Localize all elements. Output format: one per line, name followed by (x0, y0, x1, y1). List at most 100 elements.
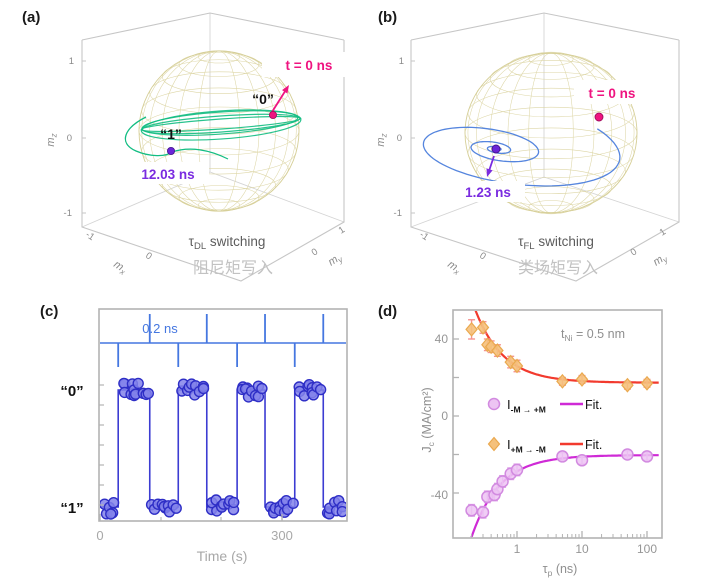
data-point (170, 502, 182, 514)
panel-a-ztick-1: 1 (69, 56, 74, 67)
data-point-circle (465, 504, 478, 517)
panel-b-my-axis-label: my (651, 251, 670, 270)
sphere-parallel (528, 51, 574, 66)
panel-b-label: (b) (378, 9, 397, 26)
panel-a-3d-scene (81, 12, 345, 282)
sphere-parallel (149, 71, 289, 114)
start-point-dot (268, 111, 277, 120)
panel-d-annotation: tNi = 0.5 nm (561, 327, 625, 343)
panel-b-switchtime-bg (451, 181, 525, 202)
trajectory-loop (140, 109, 302, 141)
data-point-circle (575, 454, 589, 467)
panel-d-xtick-100: 100 (637, 542, 657, 556)
data-point-circle (556, 450, 569, 463)
legend-fit2-label: Fit. (585, 438, 602, 452)
data-point-diamond (621, 377, 634, 393)
panel-a-switchtime-bg (128, 162, 209, 184)
data-point (256, 382, 268, 395)
panel-c-plot-area (100, 314, 346, 520)
panel-c-plot-frame (98, 308, 348, 522)
panel-a-ytick-0: 0 (310, 246, 320, 258)
panel-d-ticks (453, 338, 648, 538)
panel-b-ytick-0: 0 (629, 246, 639, 258)
panel-d-ytick-m40: -40 (431, 488, 449, 502)
panel-a-my-axis-label: my (326, 251, 345, 270)
panel-d-ytick-40: 40 (435, 332, 449, 346)
data-point-diamond (640, 375, 654, 391)
legend-circle-marker (487, 397, 501, 411)
panel-a-mx-axis-label: mx (111, 258, 130, 277)
legend-series2-label: I+M → -M (507, 437, 546, 455)
trajectory-tail (124, 116, 173, 157)
data-point-diamond (510, 358, 524, 374)
data-point-diamond (476, 320, 490, 335)
data-point-diamond (575, 371, 589, 387)
end-point-dot (166, 146, 175, 155)
t0-arrow (271, 88, 288, 113)
panel-c-ticks (99, 384, 283, 521)
panel-a-ztick-m1: -1 (64, 208, 72, 219)
panel-d-yaxis-label: Jc (MA/cm²) (420, 387, 436, 452)
sphere-rim (138, 50, 300, 212)
panel-c-xtick-0: 0 (96, 528, 103, 543)
data-point (142, 387, 155, 400)
spiral-trajectory (422, 126, 621, 187)
panel-b-t0-label-bg (574, 80, 652, 104)
data-point-diamond (484, 339, 498, 355)
panel-b-ztick-1: 1 (399, 56, 404, 67)
data-point-circle (510, 463, 524, 477)
panel-d-ytick-0: 0 (441, 409, 448, 423)
panel-a-state1-label: “1” (160, 126, 182, 142)
panel-a-ztick-0: 0 (67, 133, 72, 144)
data-point-diamond (491, 343, 504, 358)
panel-b-mx-axis-label: mx (445, 258, 464, 277)
panel-b-t0-label: t = 0 ns (589, 86, 636, 101)
panel-d-xaxis-label: τp (ns) (543, 562, 578, 578)
sphere-parallel (476, 148, 626, 195)
panel-a-state0-label: “0” (252, 91, 274, 107)
panel-c-xaxis-label: Time (s) (197, 548, 248, 564)
data-point-diamond (504, 354, 517, 370)
panel-b-ztick-m1: -1 (394, 208, 402, 219)
legend-series1-label: I-M → +M (507, 397, 546, 415)
panel-b-ytick-1: 1 (658, 226, 668, 238)
axes-box-edges (410, 12, 680, 282)
panel-d-xtick-10: 10 (575, 542, 589, 556)
data-point-diamond (556, 373, 569, 389)
sphere-meridian (528, 52, 574, 214)
panel-b-caption-cn: 类场矩写入 (518, 259, 598, 277)
sphere-rim (464, 52, 638, 214)
sphere-parallel (162, 168, 276, 203)
panel-a-caption-cn: 阻尼矩写入 (193, 259, 273, 277)
panel-c-state1-label: “1” (60, 500, 83, 517)
data-point-circle (476, 506, 490, 519)
data-point (107, 497, 120, 509)
t0-arrow-head (282, 85, 289, 94)
panel-b-xtick-m1: -1 (417, 229, 430, 243)
panel-b-xtick-0: 0 (477, 250, 487, 262)
panel-b: (b) 1 0 -1 mz -1 0 mx 0 1 my t = 0 ns 1.… (375, 9, 680, 282)
data-point (336, 505, 346, 518)
data-point (105, 508, 117, 520)
panel-b-mz-axis-label: mz (375, 133, 389, 146)
panel-c: (c) 0.2 ns “0” “1” 0 300 Time (s) (40, 303, 348, 564)
sphere-parallel (507, 53, 595, 80)
legend-fit1-label: Fit. (585, 398, 602, 412)
data-point-circle (640, 450, 654, 463)
panel-d-legend: I-M → +M Fit. I+M → -M Fit. (487, 397, 602, 455)
data-point (287, 497, 299, 509)
panel-a-switchtime-label: 12.03 ns (141, 167, 194, 182)
data-point (132, 377, 144, 390)
z-axis-tick-marks (411, 60, 415, 214)
panel-c-label: (c) (40, 303, 58, 320)
panel-a-caption: τDL switching (189, 234, 266, 252)
start-point-dot (594, 112, 604, 122)
panel-b-switchtime-label: 1.23 ns (465, 185, 511, 200)
switchtime-arrow-head (486, 168, 493, 177)
panel-a: (a) 1 0 -1 mz -1 0 mx 0 1 my t = 0 ns “0… (22, 9, 356, 282)
panel-a-mz-axis-label: mz (45, 133, 59, 146)
panel-a-label: (a) (22, 9, 40, 26)
panel-c-xtick-300: 300 (271, 528, 293, 543)
data-point-diamond (465, 321, 478, 337)
